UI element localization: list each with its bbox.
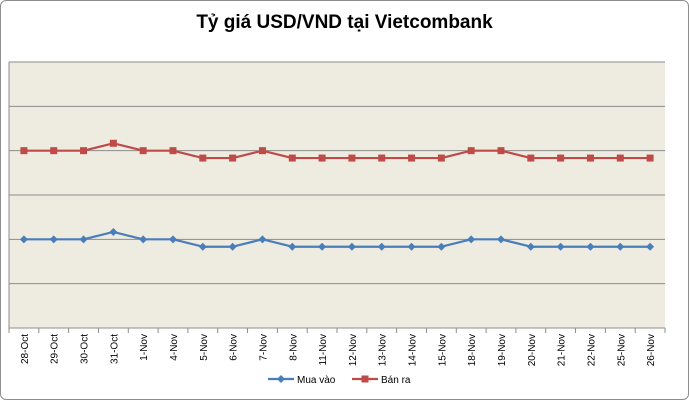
data-point-square (318, 154, 326, 162)
data-point-square (527, 154, 535, 162)
data-point-square (20, 147, 28, 155)
data-point-diamond (616, 242, 625, 251)
data-point-diamond (139, 235, 148, 244)
x-tick-label: 31-Oct (109, 334, 120, 364)
plot-area (8, 61, 666, 333)
x-tick-label: 19-Nov (497, 334, 508, 366)
x-tick-label: 30-Oct (80, 334, 91, 364)
data-point-diamond (79, 235, 88, 244)
x-axis-tick-labels: 28-Oct 29-Oct 30-Oct 31-Oct 1-Nov 4-Nov 5-Nov 6… (20, 334, 657, 366)
x-tick-label: 6-Nov (229, 334, 240, 361)
data-point-square (467, 147, 475, 155)
x-tick-label: 1-Nov (139, 334, 150, 361)
x-tick-label: 14-Nov (408, 334, 419, 366)
data-point-diamond (437, 242, 446, 251)
x-tick-label: 5-Nov (199, 334, 210, 361)
data-point-diamond (198, 242, 207, 251)
data-point-diamond (169, 235, 177, 244)
data-point-square (646, 154, 654, 162)
data-point-square (109, 139, 117, 147)
x-tick-label: 11-Nov (318, 334, 329, 366)
data-point-square (586, 154, 594, 162)
x-tick-label: 15-Nov (437, 334, 448, 366)
data-point-square (199, 154, 207, 162)
data-point-diamond (497, 235, 505, 244)
x-tick-label: 8-Nov (288, 334, 299, 361)
data-point-square (616, 154, 624, 162)
data-point-square (229, 154, 237, 162)
x-tick-label: 7-Nov (258, 334, 269, 361)
x-tick-label: 12-Nov (348, 334, 359, 366)
data-point-diamond (586, 242, 595, 251)
data-point-square (80, 147, 88, 155)
data-point-diamond (526, 242, 535, 251)
data-point-square (378, 154, 386, 162)
legend-marker-diamond (277, 375, 285, 383)
data-point-diamond (377, 242, 386, 251)
data-point-diamond (646, 242, 655, 251)
data-point-square (258, 147, 266, 155)
legend: Mua vào Bán ra (268, 375, 411, 386)
data-point-diamond (258, 235, 267, 244)
x-tick-label: 18-Nov (467, 334, 478, 366)
data-point-square (169, 147, 177, 155)
x-tick-label: 26-Nov (646, 334, 657, 366)
data-point-square (50, 147, 58, 155)
data-point-square (557, 154, 565, 162)
series-line (23, 142, 651, 160)
data-point-square (288, 154, 296, 162)
legend-marker-square (361, 375, 369, 383)
x-tick-label: 20-Nov (527, 334, 538, 366)
x-tick-label: 13-Nov (378, 334, 389, 366)
data-point-diamond (109, 227, 118, 236)
x-tick-label: 21-Nov (557, 334, 568, 366)
x-tick-label: 4-Nov (169, 334, 180, 361)
data-point-diamond (407, 242, 416, 251)
data-point-square (139, 147, 147, 155)
x-tick-label: 22-Nov (586, 334, 597, 366)
data-point-diamond (288, 242, 297, 251)
data-point-square (408, 154, 416, 162)
data-point-diamond (556, 242, 565, 251)
data-point-diamond (19, 235, 28, 244)
x-tick-label: 28-Oct (20, 334, 31, 364)
legend-label: Mua vào (297, 375, 336, 386)
data-point-diamond (318, 242, 327, 251)
x-tick-label: 29-Oct (50, 334, 61, 364)
series-layer (19, 139, 655, 251)
data-point-square (437, 154, 445, 162)
data-point-diamond (467, 235, 476, 244)
chart-title: Tỷ giá USD/VND tại Vietcombank (196, 12, 493, 33)
series-line (23, 230, 651, 248)
x-tick-label: 25-Nov (616, 334, 627, 366)
data-point-diamond (49, 235, 58, 244)
data-point-diamond (347, 242, 356, 251)
data-point-square (348, 154, 356, 162)
series-ban-ra (20, 139, 654, 162)
data-point-diamond (228, 242, 237, 251)
series-mua-vao (19, 227, 655, 251)
legend-label: Bán ra (381, 375, 411, 386)
data-point-square (497, 147, 505, 155)
